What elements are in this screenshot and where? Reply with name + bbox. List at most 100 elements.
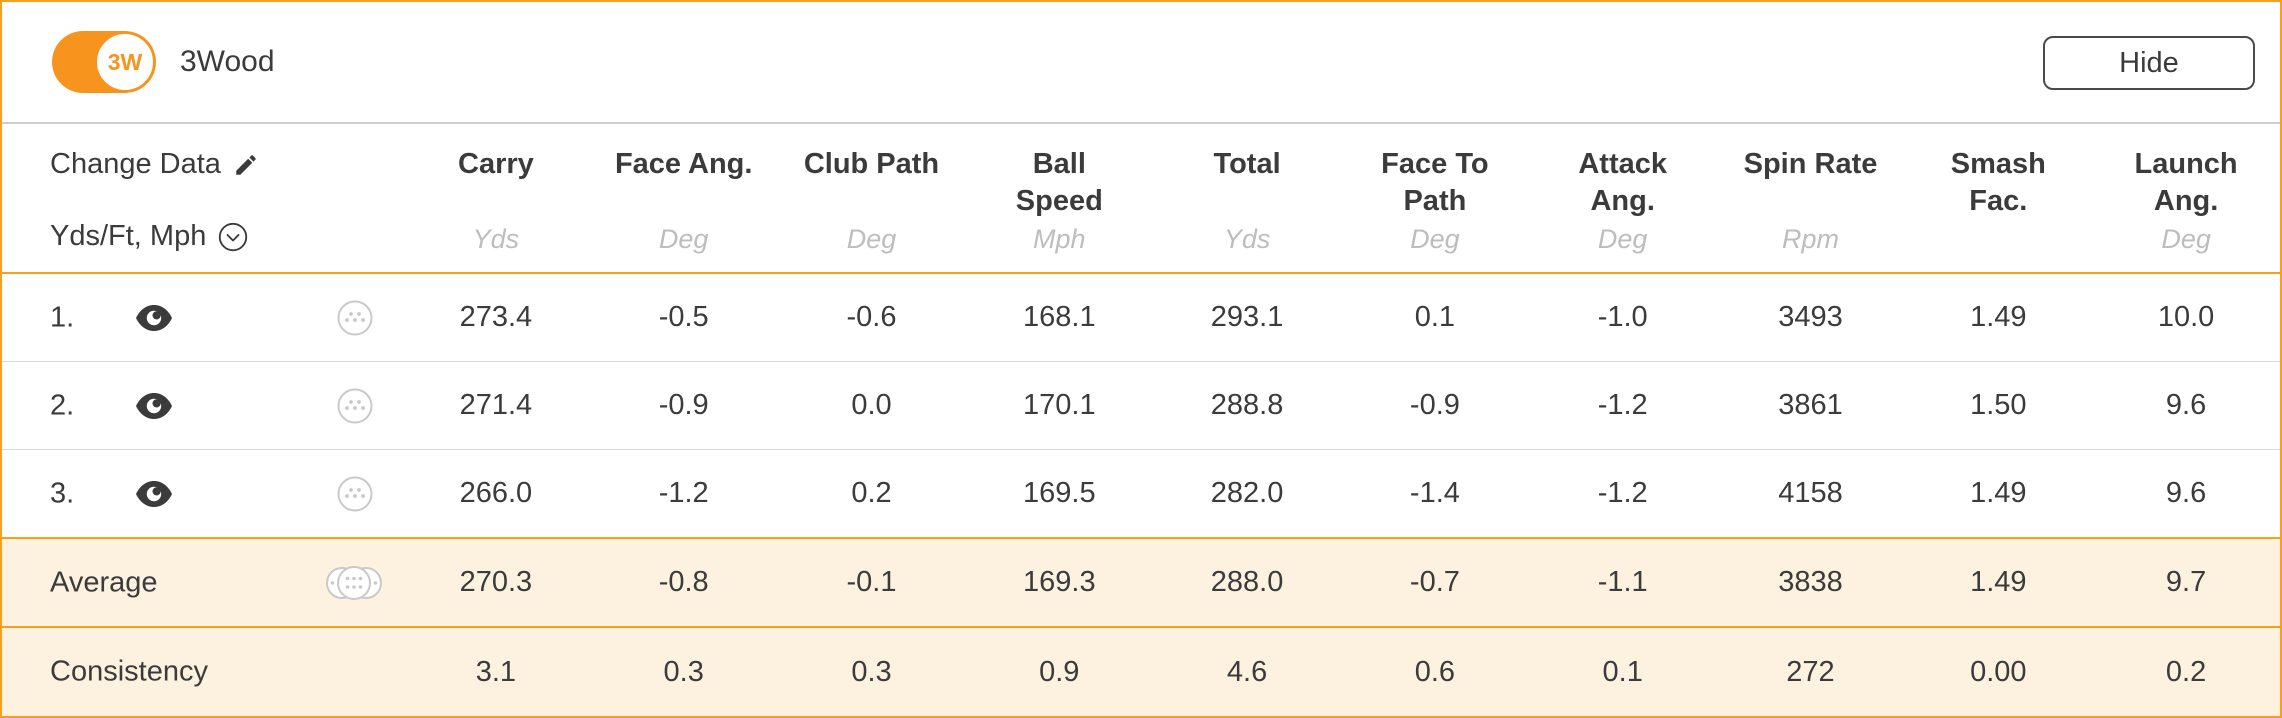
column-header: Smash Fac. bbox=[1904, 124, 2092, 272]
stat-value: -1.2 bbox=[658, 477, 709, 509]
column-header: Launch Ang. Deg bbox=[2092, 124, 2280, 272]
column-label: Attack Ang. bbox=[1578, 148, 1668, 217]
stat-value: -0.9 bbox=[658, 389, 709, 421]
stat-value: 3493 bbox=[1778, 301, 1843, 333]
table-row-shot-1: 1. 273.4 -0.5 -0.6 168.1 293.1 0.1 -1.0 … bbox=[2, 274, 2280, 362]
column-header: Attack Ang. Deg bbox=[1529, 124, 1717, 272]
column-unit: Mph bbox=[1033, 224, 1086, 254]
eye-visibility-icon[interactable] bbox=[135, 480, 173, 507]
stat-value: 282.0 bbox=[1210, 477, 1284, 509]
golf-ball-icon[interactable] bbox=[336, 475, 374, 513]
stat-value: 10.0 bbox=[2157, 301, 2215, 333]
stat-value: 9.6 bbox=[2165, 477, 2207, 509]
stat-value: 9.6 bbox=[2165, 389, 2207, 421]
stat-value: -0.6 bbox=[846, 301, 897, 333]
average-row: Average 270.3 -0.8 -0.1 169.3 288.0 -0.7… bbox=[2, 539, 2280, 628]
stat-value: -0.7 bbox=[1409, 566, 1460, 598]
units-selector-label: Yds/Ft, Mph bbox=[50, 220, 207, 252]
club-badge: 3W bbox=[95, 32, 155, 92]
stat-value: 0.3 bbox=[851, 655, 892, 688]
column-unit: Deg bbox=[658, 224, 709, 254]
column-unit: Yds bbox=[472, 224, 520, 254]
shot-number: 2. bbox=[50, 389, 75, 421]
chevron-down-circle-icon bbox=[218, 222, 248, 252]
row-header-cell: 2. bbox=[2, 362, 402, 449]
consistency-row: Consistency 3.1 0.3 0.3 0.9 4.6 0.6 0.1 … bbox=[2, 628, 2280, 716]
stat-value: 3.1 bbox=[475, 655, 517, 688]
stat-value: 169.5 bbox=[1023, 477, 1096, 509]
row-header-cell: Consistency bbox=[2, 628, 402, 716]
stat-value: 271.4 bbox=[459, 389, 533, 421]
club-toggle[interactable]: 3W bbox=[52, 31, 156, 93]
stat-value: 3861 bbox=[1778, 389, 1843, 421]
column-unit: Yds bbox=[1223, 224, 1271, 254]
column-header: Face Ang. Deg bbox=[590, 124, 778, 272]
column-label: Club Path bbox=[803, 148, 940, 180]
row-header-cell: 1. bbox=[2, 274, 402, 361]
stat-value: 0.2 bbox=[2165, 655, 2207, 688]
eye-visibility-icon[interactable] bbox=[135, 304, 173, 331]
stat-value: 0.3 bbox=[663, 655, 704, 688]
golf-ball-icon[interactable] bbox=[336, 299, 374, 337]
stat-value: 0.6 bbox=[1414, 655, 1456, 688]
column-header: Ball Speed Mph bbox=[965, 124, 1153, 272]
stat-value: -0.9 bbox=[1409, 389, 1460, 421]
column-unit: Rpm bbox=[1781, 224, 1839, 254]
golf-ball-icon[interactable] bbox=[336, 387, 374, 425]
title-bar: 3W 3Wood Hide bbox=[2, 2, 2280, 124]
change-data-label: Change Data bbox=[50, 148, 221, 180]
column-label: Ball Speed bbox=[1015, 148, 1103, 217]
consistency-label: Consistency bbox=[50, 655, 208, 688]
column-label: Carry bbox=[458, 148, 534, 180]
club-name: 3Wood bbox=[180, 45, 275, 78]
stat-value: 170.1 bbox=[1023, 389, 1096, 421]
table-row-shot-2: 2. 271.4 -0.9 0.0 170.1 288.8 -0.9 -1.2 … bbox=[2, 362, 2280, 450]
column-header: Carry Yds bbox=[402, 124, 590, 272]
stat-value: -1.2 bbox=[1597, 389, 1648, 421]
stat-value: 0.0 bbox=[851, 389, 892, 421]
column-header: Spin Rate Rpm bbox=[1717, 124, 1905, 272]
stat-value: 168.1 bbox=[1023, 301, 1096, 333]
shot-number: 1. bbox=[50, 301, 75, 333]
stat-value: 3838 bbox=[1778, 566, 1843, 598]
stat-value: -1.0 bbox=[1597, 301, 1648, 333]
shot-number: 3. bbox=[50, 477, 75, 509]
units-selector[interactable]: Yds/Ft, Mph bbox=[50, 220, 248, 253]
stat-value: 0.1 bbox=[1414, 301, 1456, 333]
hide-button[interactable]: Hide bbox=[2043, 36, 2255, 90]
row-header-cell: 3. bbox=[2, 450, 402, 537]
stat-value: -0.5 bbox=[658, 301, 709, 333]
column-label: Total bbox=[1213, 148, 1281, 180]
stat-value: 1.49 bbox=[1970, 566, 2027, 598]
change-data-button[interactable]: Change Data bbox=[50, 148, 259, 181]
average-label: Average bbox=[50, 566, 158, 598]
column-header: Face To Path Deg bbox=[1341, 124, 1529, 272]
stat-value: 0.1 bbox=[1602, 655, 1643, 688]
stat-value: 272 bbox=[1786, 655, 1835, 688]
stat-value: 4158 bbox=[1778, 477, 1843, 509]
stat-value: 1.49 bbox=[1970, 477, 2027, 509]
stat-value: 266.0 bbox=[459, 477, 533, 509]
column-label: Face Ang. bbox=[614, 148, 753, 180]
golf-balls-average-icon[interactable] bbox=[322, 561, 386, 605]
column-unit: Deg bbox=[1597, 224, 1648, 254]
column-label: Spin Rate bbox=[1743, 148, 1878, 180]
stat-value: -0.1 bbox=[846, 566, 897, 598]
column-header: Club Path Deg bbox=[778, 124, 966, 272]
column-unit: Deg bbox=[2161, 224, 2211, 254]
stat-value: 288.8 bbox=[1210, 389, 1284, 421]
column-label: Smash Fac. bbox=[1950, 148, 2046, 217]
stat-value: 273.4 bbox=[459, 301, 533, 333]
stat-value: 293.1 bbox=[1210, 301, 1284, 333]
column-label: Face To Path bbox=[1381, 148, 1489, 217]
column-header: Total Yds bbox=[1153, 124, 1341, 272]
stat-value: -1.1 bbox=[1597, 566, 1648, 598]
stat-value: 270.3 bbox=[459, 566, 533, 598]
column-unit: Deg bbox=[846, 224, 897, 254]
stat-value: 169.3 bbox=[1023, 566, 1096, 598]
eye-visibility-icon[interactable] bbox=[135, 392, 173, 419]
stat-value: -1.2 bbox=[1597, 477, 1648, 509]
stat-value: -0.8 bbox=[658, 566, 709, 598]
table-row-shot-3: 3. 266.0 -1.2 0.2 169.5 282.0 -1.4 -1.2 … bbox=[2, 450, 2280, 539]
